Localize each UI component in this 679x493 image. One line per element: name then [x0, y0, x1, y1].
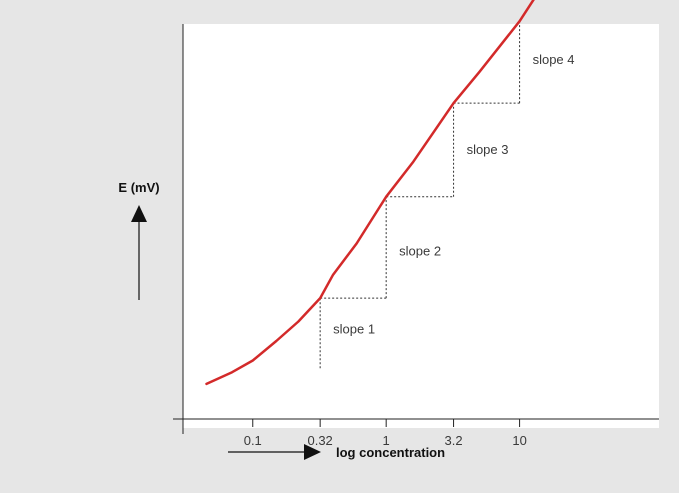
slope-label: slope 2 — [399, 243, 441, 258]
x-tick-label: 3.2 — [445, 433, 463, 448]
slope-label: slope 1 — [333, 321, 375, 336]
slope-labels: slope 1 slope 2 slope 3 slope 4 — [333, 52, 574, 336]
x-tick-label: 10 — [512, 433, 526, 448]
slope-guides — [319, 21, 521, 369]
y-axis-label: E (mV) — [118, 180, 159, 195]
x-axis-label: log concentration — [336, 445, 445, 460]
slope-label: slope 4 — [533, 52, 575, 67]
electrode-response-curve — [205, 0, 535, 386]
x-tick-label: 1 — [383, 433, 390, 448]
plot-area — [183, 24, 659, 428]
x-axis-arrow-head — [304, 444, 321, 460]
y-axis-arrow-head — [131, 205, 147, 222]
slope-label: slope 3 — [467, 142, 509, 157]
x-tick-label: 0.1 — [244, 433, 262, 448]
x-ticks: 0.1 0.32 1 3.2 10 — [244, 419, 527, 448]
x-tick-label: 0.32 — [307, 433, 332, 448]
